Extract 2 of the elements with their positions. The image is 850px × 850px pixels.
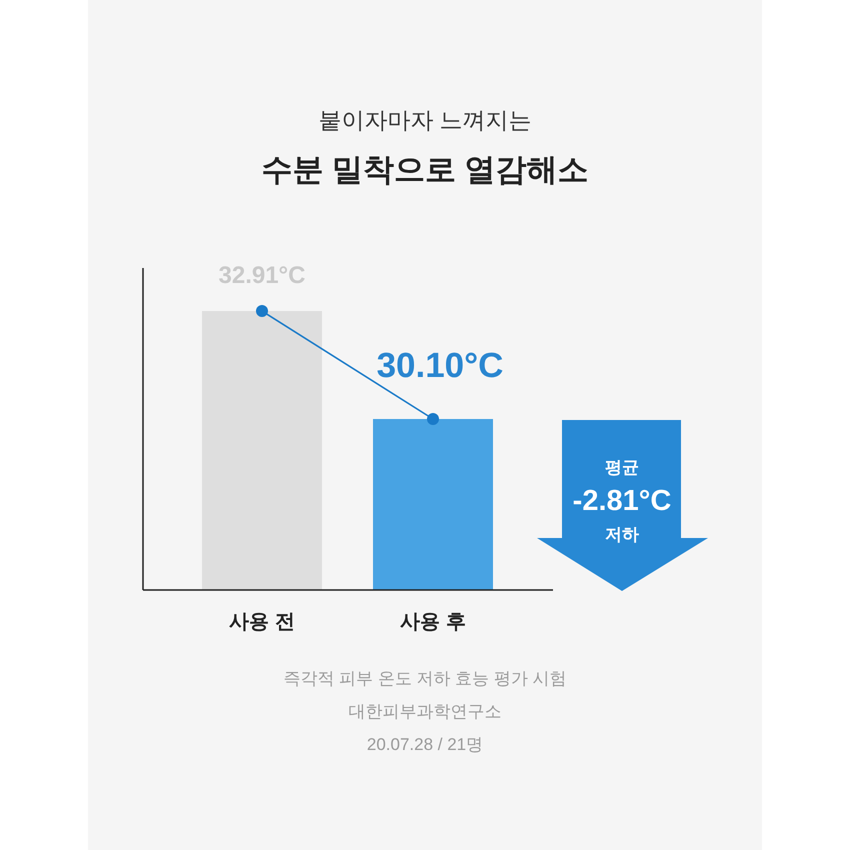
subtitle: 붙이자마자 느껴지는 [318,107,532,133]
title: 수분 밀착으로 열감해소 [261,152,589,187]
